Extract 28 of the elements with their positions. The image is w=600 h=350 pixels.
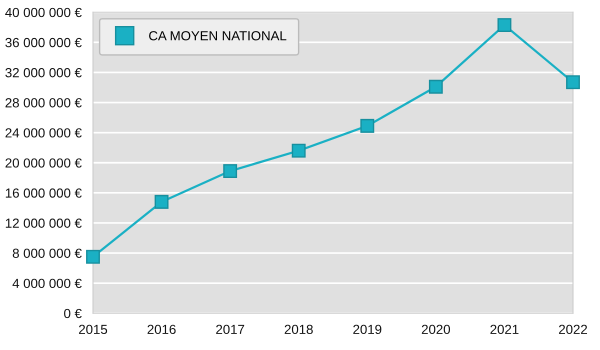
x-tick-label: 2019 — [353, 324, 382, 334]
x-tick-label: 2016 — [148, 324, 176, 334]
x-tick-label: 2021 — [490, 324, 518, 334]
y-tick-label: 4 000 000 € — [12, 278, 82, 288]
y-tick-label: 20 000 000 € — [6, 158, 82, 168]
y-tick-label: 24 000 000 € — [6, 128, 82, 138]
point — [86, 250, 100, 264]
x-tick-label: 2015 — [78, 324, 108, 334]
point — [566, 75, 580, 90]
y-tick-label: 8 000 000 € — [12, 248, 82, 258]
x-tick-label: 2017 — [216, 324, 244, 334]
point — [223, 164, 238, 178]
y-tick-label: 0 € — [64, 308, 82, 318]
point — [292, 144, 306, 158]
legend-label: CA MOYEN NATIONAL — [149, 31, 286, 40]
point — [360, 118, 374, 133]
y-tick-label: 36 000 000 € — [5, 38, 82, 48]
point — [154, 194, 169, 209]
y-tick-label: 40 000 000 € — [5, 8, 82, 18]
x-tick-label: 2020 — [422, 324, 450, 334]
point — [497, 18, 512, 32]
x-tick-label: 2018 — [284, 324, 313, 334]
point — [428, 80, 443, 94]
y-tick-label: 32 000 000 € — [5, 68, 82, 78]
x-tick-label: 2022 — [558, 324, 588, 334]
y-tick-label: 28 000 000 € — [6, 98, 82, 108]
y-tick-label: 16 000 000 € — [6, 188, 82, 198]
y-tick-label: 12 000 000 € — [6, 218, 82, 228]
